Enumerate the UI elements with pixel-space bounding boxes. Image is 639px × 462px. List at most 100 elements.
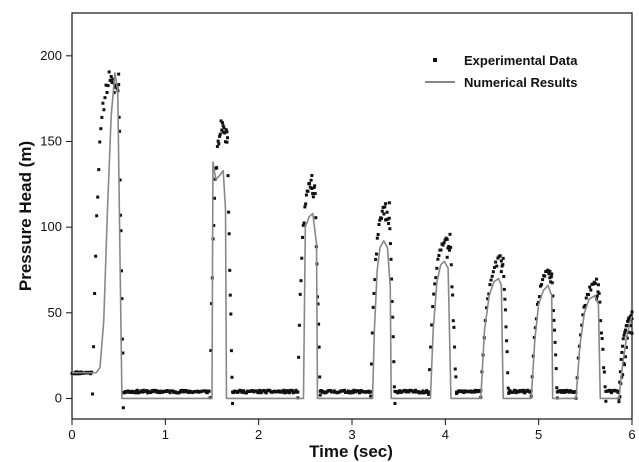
experimental-data-point [120, 337, 124, 341]
experimental-data-point [442, 241, 446, 245]
experimental-data-point [303, 205, 307, 209]
experimental-data-point [564, 390, 568, 394]
experimental-data-point [583, 303, 587, 307]
experimental-data-point [537, 295, 541, 299]
experimental-data-point [472, 390, 476, 394]
experimental-data-point [504, 325, 508, 329]
experimental-data-point [597, 291, 601, 295]
experimental-data-point [420, 391, 424, 395]
experimental-data-point [294, 388, 298, 392]
experimental-data-point [446, 246, 450, 250]
numerical-results-line [72, 72, 633, 400]
experimental-data-point [255, 389, 259, 393]
experimental-data-point [227, 210, 231, 214]
experimental-data-point [302, 221, 306, 225]
legend-marker-experimental [433, 58, 437, 62]
experimental-data-point [619, 357, 623, 361]
experimental-data-point [99, 127, 103, 131]
experimental-data-point [498, 254, 502, 258]
experimental-data-point [522, 388, 526, 392]
y-axis-title: Pressure Head (m) [16, 141, 35, 291]
experimental-data-point [593, 282, 597, 286]
experimental-data-point [212, 224, 216, 228]
experimental-data-point [548, 269, 552, 273]
experimental-data-point [133, 391, 137, 395]
experimental-data-point [300, 256, 304, 260]
experimental-data-point [554, 367, 558, 371]
experimental-data-point [503, 297, 507, 301]
experimental-data-point [76, 372, 80, 376]
experimental-data-point [579, 333, 583, 337]
experimental-data-point [581, 313, 585, 317]
experimental-data-point [425, 389, 429, 393]
experimental-data-point [312, 186, 316, 190]
experimental-data-point [313, 192, 317, 196]
experimental-data-point [521, 390, 525, 394]
experimental-data-point [376, 233, 380, 237]
experimental-data-point [229, 349, 233, 353]
legend-label-numerical: Numerical Results [464, 75, 577, 90]
experimental-data-point [311, 195, 315, 199]
experimental-data-point [218, 134, 222, 138]
experimental-data-point [171, 389, 175, 393]
experimental-data-point [507, 391, 511, 395]
experimental-data-point [551, 309, 555, 313]
experimental-data-point [629, 313, 633, 317]
experimental-data-point [73, 372, 77, 376]
experimental-data-point [374, 252, 378, 256]
experimental-data-point [549, 280, 553, 284]
experimental-data-point [119, 229, 123, 233]
experimental-data-point [506, 386, 510, 390]
experimental-data-point [434, 276, 438, 280]
experimental-data-point [121, 351, 125, 355]
experimental-data-point [451, 293, 455, 297]
experimental-data-point [117, 72, 121, 76]
experimental-data-point [602, 370, 606, 374]
experimental-data-point [104, 83, 108, 87]
experimental-data-point [599, 331, 603, 335]
experimental-data-point [553, 340, 557, 344]
experimental-data-point [502, 274, 506, 278]
experimental-data-point [385, 210, 389, 214]
experimental-data-point [357, 389, 361, 393]
experimental-data-point [490, 274, 494, 278]
experimental-data-point [158, 391, 162, 395]
experimental-data-point [563, 389, 567, 393]
experimental-data-point [499, 270, 503, 274]
experimental-data-point [561, 389, 565, 393]
experimental-data-point [304, 202, 308, 206]
y-tick-label: 50 [48, 305, 62, 320]
experimental-data-point [281, 390, 285, 394]
experimental-data-point [546, 268, 550, 272]
experimental-data-point [229, 312, 233, 316]
experimental-data-point [97, 168, 101, 172]
experimental-data-point [390, 299, 394, 303]
experimental-data-point [491, 270, 495, 274]
experimental-data-point [453, 345, 457, 349]
experimental-data-point [220, 121, 224, 125]
experimental-data-point [598, 300, 602, 304]
experimental-data-point [96, 195, 100, 199]
experimental-data-point [223, 131, 227, 135]
experimental-data-point [391, 315, 395, 319]
experimental-data-point [119, 213, 123, 217]
experimental-data-point [584, 296, 588, 300]
experimental-data-point [453, 367, 457, 371]
experimental-data-point [392, 385, 396, 389]
experimental-data-point [388, 242, 392, 246]
experimental-data-point [550, 281, 554, 285]
experimental-data-point [113, 85, 117, 89]
experimental-data-point [89, 372, 93, 376]
experimental-data-point [441, 243, 445, 247]
experimental-data-point [562, 390, 566, 394]
experimental-data-point [168, 391, 172, 395]
experimental-data-point [111, 77, 115, 81]
experimental-data-point [119, 269, 123, 273]
experimental-data-point [387, 201, 391, 205]
experimental-data-point [287, 389, 291, 393]
experimental-data-point [617, 400, 621, 404]
experimental-data-point [439, 248, 443, 252]
experimental-data-point [304, 193, 308, 197]
experimental-data-point [421, 389, 425, 393]
experimental-data-point [621, 337, 625, 341]
